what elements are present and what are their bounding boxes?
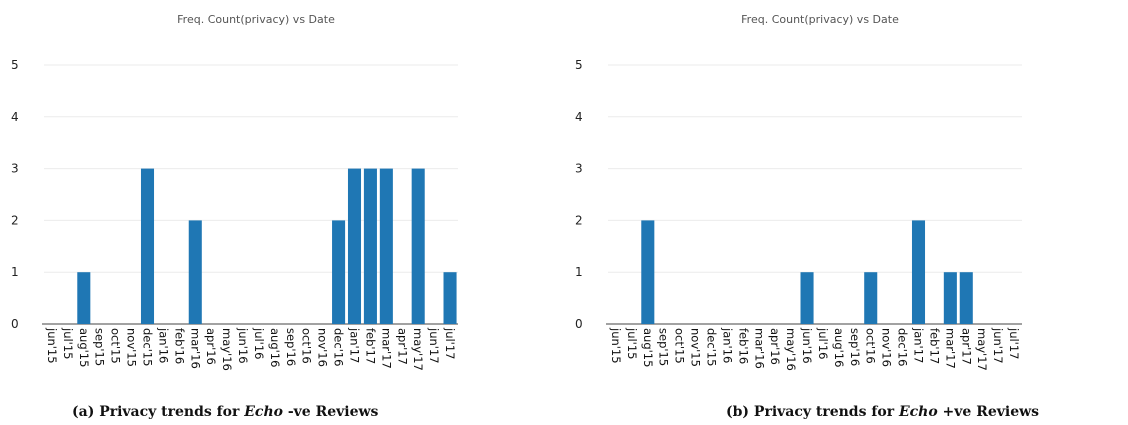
x-tick-label: jul'15 — [61, 327, 75, 359]
y-tick-label: 3 — [575, 162, 583, 176]
x-tick-label: dec'16 — [332, 328, 346, 367]
x-tick-label: may'17 — [411, 328, 425, 371]
bar — [959, 272, 973, 324]
x-tick-label: feb'17 — [363, 328, 377, 364]
bar — [363, 168, 377, 324]
x-tick-label: jul'17 — [443, 327, 457, 359]
bar — [188, 220, 202, 324]
y-tick-label: 1 — [11, 265, 19, 279]
x-tick-label: apr'17 — [395, 328, 409, 365]
x-tick-label: jan'17 — [912, 327, 926, 363]
bar — [140, 168, 155, 324]
x-tick-label: mar'16 — [188, 328, 202, 369]
x-tick-label: feb'16 — [736, 328, 750, 364]
x-tick-label: dec'15 — [705, 328, 719, 367]
chart-svg-a: Freq. Count(privacy) vs Date 0 1 2 3 4 5 jun'15… — [11, 13, 458, 371]
x-tick-label: sep'15 — [657, 328, 671, 366]
x-tick-label: sep'15 — [93, 328, 107, 366]
x-tick-label: mar'17 — [379, 328, 393, 369]
bar — [800, 272, 814, 324]
x-tick-label: apr'16 — [204, 328, 218, 365]
caption-prefix: (a) Privacy trends for — [72, 404, 245, 420]
x-tick-label: mar'17 — [943, 328, 957, 369]
chart-title: Freq. Count(privacy) vs Date — [741, 13, 899, 26]
x-tick-label: mar'16 — [752, 328, 766, 369]
x-tick-label: aug'15 — [77, 328, 91, 367]
x-tick-label: aug'15 — [641, 328, 655, 367]
bar — [411, 168, 425, 324]
bar — [641, 220, 655, 324]
chart-svg-b: Freq. Count(privacy) vs Date 0 1 2 3 4 5 jun'15… — [575, 13, 1022, 371]
caption-prefix: (b) Privacy trends for — [726, 404, 899, 420]
x-tick-label: jun'16 — [236, 327, 250, 364]
x-tick-label: jun'17 — [427, 327, 441, 364]
x-tick-label: may'16 — [784, 328, 798, 371]
x-tick-label: dec'16 — [896, 328, 910, 367]
bar — [864, 272, 878, 324]
bar — [911, 220, 926, 324]
bar — [332, 220, 346, 324]
x-tick-label: nov'16 — [316, 328, 330, 367]
x-tick-label: nov'15 — [125, 328, 139, 367]
x-tick-label: aug'16 — [832, 328, 846, 367]
chart-panel-a: Freq. Count(privacy) vs Date 0 1 2 3 4 5 jun'15… — [11, 13, 458, 420]
x-tick-label: jan'16 — [720, 327, 734, 363]
caption-emphasis: Echo — [244, 404, 283, 420]
x-tick-label: jun'17 — [991, 327, 1005, 364]
chart-panel-b: Freq. Count(privacy) vs Date 0 1 2 3 4 5 jun'15… — [564, 0, 1128, 425]
y-tick-label: 2 — [575, 213, 583, 227]
x-tick-label: feb'17 — [927, 328, 941, 364]
caption-suffix: -ve Reviews — [282, 404, 379, 420]
x-tick-label: feb'16 — [172, 328, 186, 364]
y-tick-label: 3 — [11, 162, 19, 176]
x-tick-label: apr'16 — [768, 328, 782, 365]
x-tick-label: jan'16 — [156, 327, 170, 363]
x-tick-label: may'17 — [975, 328, 989, 371]
x-tick-label: sep'16 — [848, 328, 862, 366]
x-tick-label: nov'15 — [689, 328, 703, 367]
chart-caption-b: (b) Privacy trends for Echo +ve Reviews — [726, 404, 1039, 420]
y-tick-label: 5 — [11, 58, 19, 72]
x-tick-label: oct'15 — [673, 328, 687, 364]
x-tick-label: jul'16 — [252, 327, 266, 359]
bar — [379, 168, 393, 324]
y-tick-label: 0 — [575, 317, 583, 331]
y-tick-label: 5 — [575, 58, 583, 72]
x-tick-label: jun'16 — [800, 327, 814, 364]
chart-caption-a: (a) Privacy trends for Echo -ve Reviews — [72, 404, 378, 420]
x-tick-label: oct'16 — [864, 328, 878, 364]
bar — [443, 272, 457, 324]
x-tick-label: jul'16 — [816, 327, 830, 359]
caption-suffix: +ve Reviews — [937, 404, 1040, 420]
y-tick-label: 2 — [11, 213, 19, 227]
x-tick-label: jun'15 — [609, 327, 623, 364]
x-tick-label: jan'17 — [348, 327, 362, 363]
caption-emphasis: Echo — [898, 404, 938, 420]
x-tick-label: aug'16 — [268, 328, 282, 367]
x-tick-label: may'16 — [220, 328, 234, 371]
chart-title: Freq. Count(privacy) vs Date — [177, 13, 335, 26]
x-tick-label: nov'16 — [880, 328, 894, 367]
y-tick-label: 4 — [11, 110, 19, 124]
x-tick-label: jul'17 — [1007, 327, 1021, 359]
bar — [943, 272, 957, 324]
x-tick-label: sep'16 — [284, 328, 298, 366]
y-tick-label: 0 — [11, 317, 19, 331]
x-tick-label: oct'16 — [300, 328, 314, 364]
y-tick-label: 4 — [575, 110, 583, 124]
x-tick-label: dec'15 — [141, 328, 155, 367]
x-tick-label: oct'15 — [109, 328, 123, 364]
x-tick-label: apr'17 — [959, 328, 973, 365]
x-tick-label: jul'15 — [625, 327, 639, 359]
x-tick-label: jun'15 — [45, 327, 59, 364]
bar — [77, 272, 91, 324]
y-tick-label: 1 — [575, 265, 583, 279]
bar — [347, 168, 362, 324]
